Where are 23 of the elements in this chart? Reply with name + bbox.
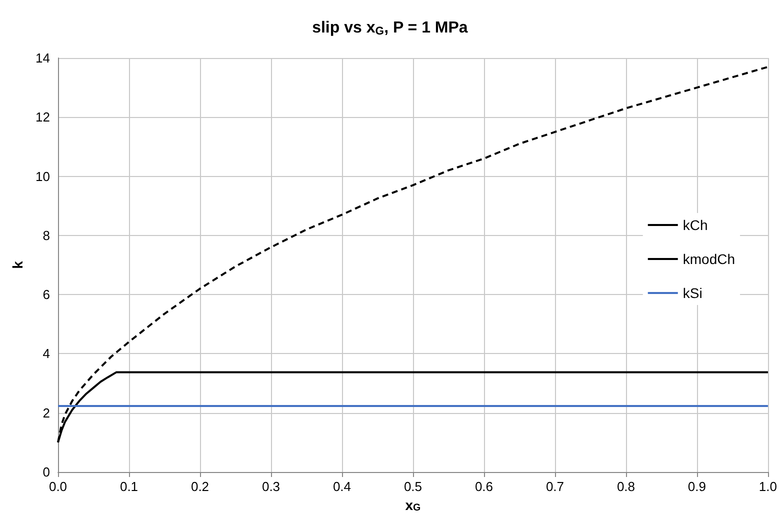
y-tick-label: 10 xyxy=(36,168,50,184)
x-tick-label: 0.2 xyxy=(190,478,210,494)
y-tick-label: 4 xyxy=(42,346,50,362)
y-axis-title: k xyxy=(10,260,26,269)
x-tick-label: 0.6 xyxy=(474,478,494,494)
x-tick-label: 0.5 xyxy=(404,478,422,494)
y-tick-label: 8 xyxy=(42,228,50,243)
x-tick-label: 0.4 xyxy=(332,478,352,494)
x-tick-label: 0.8 xyxy=(616,478,636,494)
y-tick-label: 12 xyxy=(36,110,50,125)
x-tick-label: 0.0 xyxy=(48,478,68,494)
legend-label: kCh xyxy=(682,217,708,233)
legend-label: kmodCh xyxy=(682,251,736,267)
y-tick-label: 0 xyxy=(42,464,50,480)
x-tick-label: 0.7 xyxy=(546,478,564,494)
legend-label: kSi xyxy=(682,285,702,301)
y-tick-label: 2 xyxy=(42,405,50,420)
x-tick-label: 0.1 xyxy=(120,478,138,494)
y-tick-label: 14 xyxy=(36,50,50,66)
y-tick-label: 6 xyxy=(42,287,50,302)
x-tick-label: 1.0 xyxy=(758,478,778,494)
x-tick-label: 0.3 xyxy=(262,478,280,494)
x-tick-label: 0.9 xyxy=(688,478,706,494)
